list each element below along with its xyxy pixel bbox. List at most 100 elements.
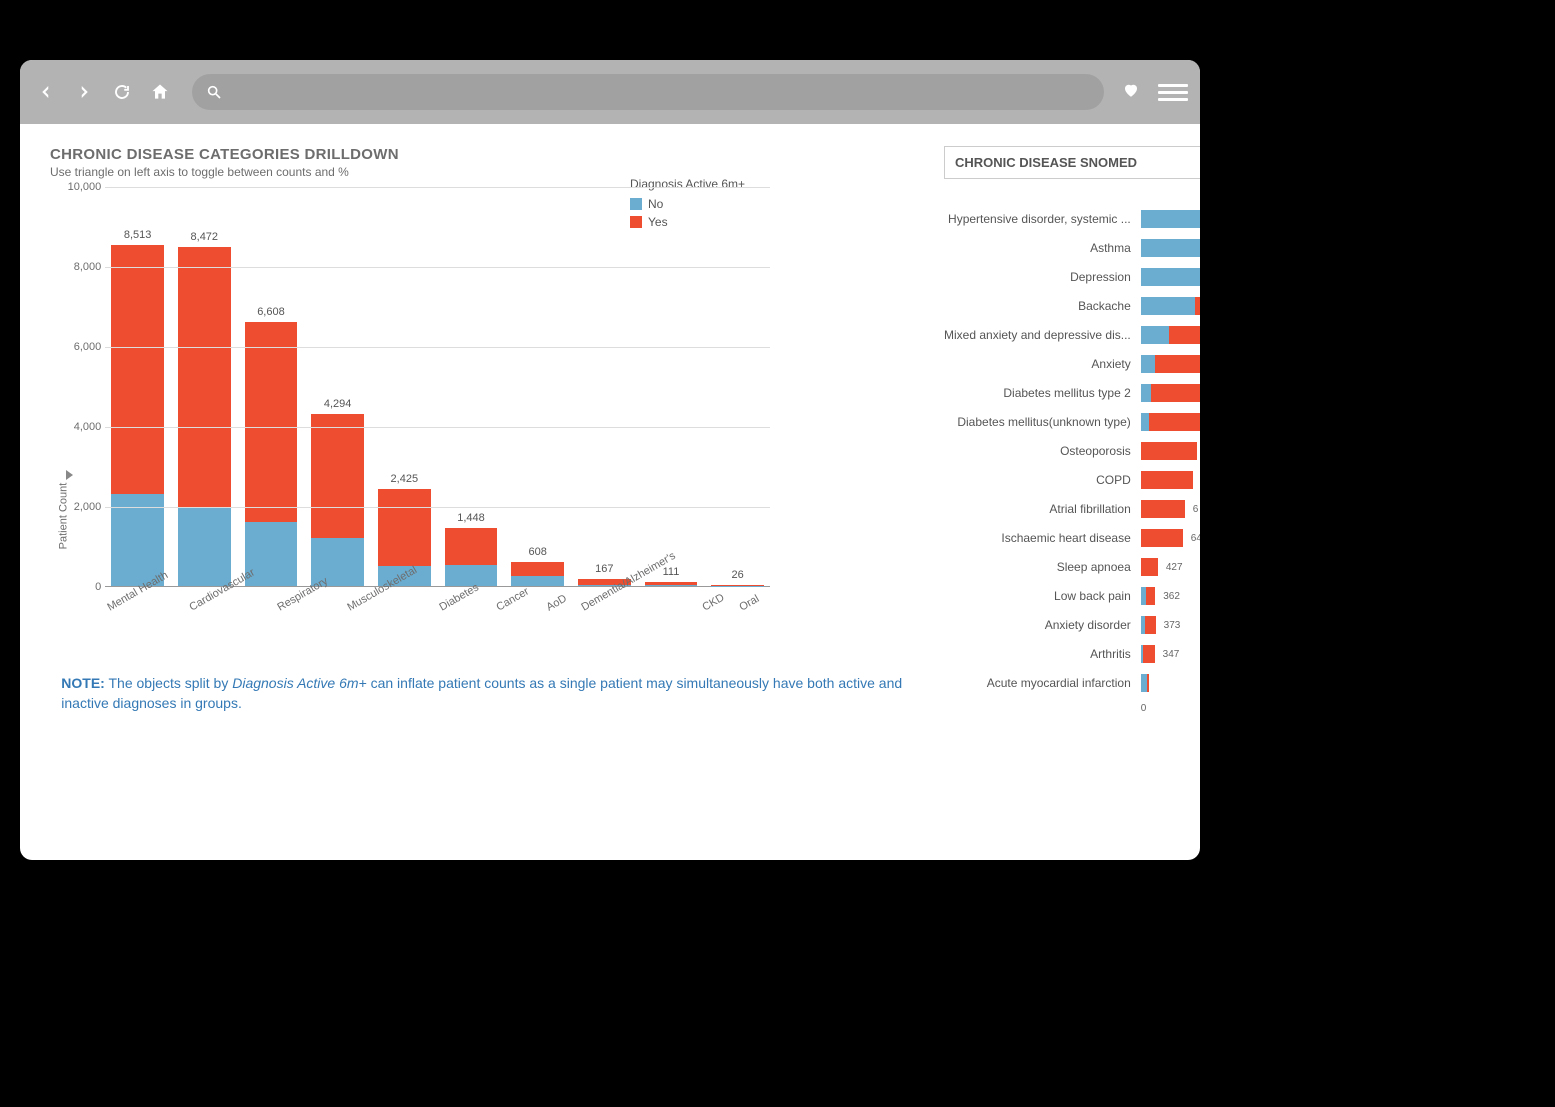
hbar-row[interactable]: Asthma	[944, 236, 1200, 260]
hbar-row[interactable]: Hypertensive disorder, systemic ...	[944, 207, 1200, 231]
bar-column[interactable]: 26	[711, 569, 764, 586]
forward-icon[interactable]	[70, 78, 98, 106]
bar-segment-yes	[111, 245, 164, 494]
bar-total-label: 2,425	[391, 473, 419, 485]
hbar-track	[1141, 674, 1200, 692]
hbar-value-label: 64	[1191, 533, 1200, 544]
bar-segment-yes	[311, 414, 364, 538]
hbar-value-label: 347	[1163, 649, 1180, 660]
y-tick: 2,000	[61, 501, 101, 513]
hbar-segment-no	[1141, 297, 1195, 315]
x-label: AoD	[544, 592, 585, 641]
grid-line	[105, 507, 770, 508]
note-text: NOTE: The objects split by Diagnosis Act…	[61, 673, 920, 714]
hbar-row[interactable]: Backache	[944, 294, 1200, 318]
bar-segment-yes	[445, 528, 498, 565]
hbar-segment-yes	[1145, 616, 1156, 634]
y-axis-wrap: Patient Count	[50, 187, 61, 844]
bar-area: Diagnosis Active 6m+ NoYes 8,5138,4726,6…	[61, 187, 920, 844]
hbar-row[interactable]: COPD	[944, 468, 1200, 492]
bar-column[interactable]: 608	[511, 546, 564, 586]
hbar-row[interactable]: Anxiety	[944, 352, 1200, 376]
bar-total-label: 4,294	[324, 398, 352, 410]
bar-stack	[111, 245, 164, 586]
hbar-segment-no	[1141, 239, 1200, 257]
favorite-icon[interactable]	[1122, 81, 1140, 104]
hbar-label: Atrial fibrillation	[944, 502, 1135, 516]
hbar-row[interactable]: Low back pain 362	[944, 584, 1200, 608]
x-label: Oral	[738, 593, 778, 641]
hbar-row[interactable]: Ischaemic heart disease64	[944, 526, 1200, 550]
search-icon	[206, 84, 222, 100]
home-icon[interactable]	[146, 78, 174, 106]
bar-total-label: 26	[732, 569, 744, 581]
bar-total-label: 8,472	[191, 231, 219, 243]
grid-line	[105, 427, 770, 428]
bar-column[interactable]: 1,448	[445, 512, 498, 586]
hbar-label: Acute myocardial infarction	[944, 676, 1135, 690]
hbar-value-label: 6	[1193, 504, 1199, 515]
hbar-label: Backache	[944, 299, 1135, 313]
hbar-segment-no	[1141, 326, 1169, 344]
hbar-track	[1141, 384, 1200, 402]
y-tick: 0	[61, 581, 101, 593]
hbar-track: 373	[1141, 616, 1200, 634]
grid-line	[105, 267, 770, 268]
hbar-track: 427	[1141, 558, 1200, 576]
grid-line	[105, 187, 770, 188]
hbar-track	[1141, 297, 1200, 315]
dashboard-content: CHRONIC DISEASE CATEGORIES DRILLDOWN Use…	[20, 124, 1200, 860]
refresh-icon[interactable]	[108, 78, 136, 106]
hbar-label: Low back pain	[944, 589, 1135, 603]
hbar-row[interactable]: Depression	[944, 265, 1200, 289]
bar-column[interactable]: 8,472	[178, 231, 231, 586]
hbar-segment-yes	[1169, 326, 1200, 344]
hbar-label: Diabetes mellitus type 2	[944, 386, 1135, 400]
hbar-segment-yes	[1149, 413, 1200, 431]
bar-segment-yes	[178, 247, 231, 508]
bar-stack	[178, 247, 231, 586]
hbar-value-label: 373	[1164, 620, 1181, 631]
hbar-track	[1141, 471, 1200, 489]
hbar-row[interactable]: Anxiety disorder373	[944, 613, 1200, 637]
right-panel: CHRONIC DISEASE SNOMED Hypertensive diso…	[944, 146, 1200, 844]
bar-segment-yes	[378, 489, 431, 566]
hbar-row[interactable]: Atrial fibrillation 6	[944, 497, 1200, 521]
bar-column[interactable]: 8,513	[111, 229, 164, 586]
hbar-label: Anxiety	[944, 357, 1135, 371]
hbar-row[interactable]: Sleep apnoea 427	[944, 555, 1200, 579]
menu-icon[interactable]	[1158, 77, 1188, 107]
hbar-row[interactable]: Acute myocardial infarction	[944, 671, 1200, 695]
hbar-label: Mixed anxiety and depressive dis...	[944, 328, 1135, 342]
right-title: CHRONIC DISEASE SNOMED	[944, 146, 1200, 179]
hbar-row[interactable]: Arthritis 347	[944, 642, 1200, 666]
left-panel: CHRONIC DISEASE CATEGORIES DRILLDOWN Use…	[50, 146, 920, 844]
hbar-row[interactable]: Diabetes mellitus(unknown type)	[944, 410, 1200, 434]
bar-segment-yes	[511, 562, 564, 576]
hbar-segment-yes	[1141, 558, 1158, 576]
categories-chart: Patient Count Diagnosis Active 6m+ NoYes…	[50, 187, 920, 844]
hbar-label: Arthritis	[944, 647, 1135, 661]
back-icon[interactable]	[32, 78, 60, 106]
x-label: Cancer	[495, 585, 548, 641]
hbar-track: 64	[1141, 529, 1200, 547]
y-tick: 8,000	[61, 261, 101, 273]
bar-total-label: 6,608	[257, 306, 285, 318]
hbar-label: Sleep apnoea	[944, 560, 1135, 574]
hbar-label: Asthma	[944, 241, 1135, 255]
hbar-row[interactable]: Mixed anxiety and depressive dis...	[944, 323, 1200, 347]
hbar-track	[1141, 355, 1200, 373]
hbar-segment-yes	[1141, 442, 1197, 460]
url-bar[interactable]	[192, 74, 1104, 110]
bar-segment-no	[511, 576, 564, 586]
hbar-value-label: 427	[1166, 562, 1183, 573]
hbar-track	[1141, 210, 1200, 228]
hbar-row[interactable]: Osteoporosis	[944, 439, 1200, 463]
hbar-segment-no	[1141, 210, 1200, 228]
bar-segment-yes	[245, 322, 298, 522]
y-tick: 10,000	[61, 181, 101, 193]
hbar-value-label: 362	[1163, 591, 1180, 602]
hbar-axis: 01	[944, 703, 1200, 714]
hbar-segment-no	[1141, 384, 1151, 402]
hbar-row[interactable]: Diabetes mellitus type 2	[944, 381, 1200, 405]
